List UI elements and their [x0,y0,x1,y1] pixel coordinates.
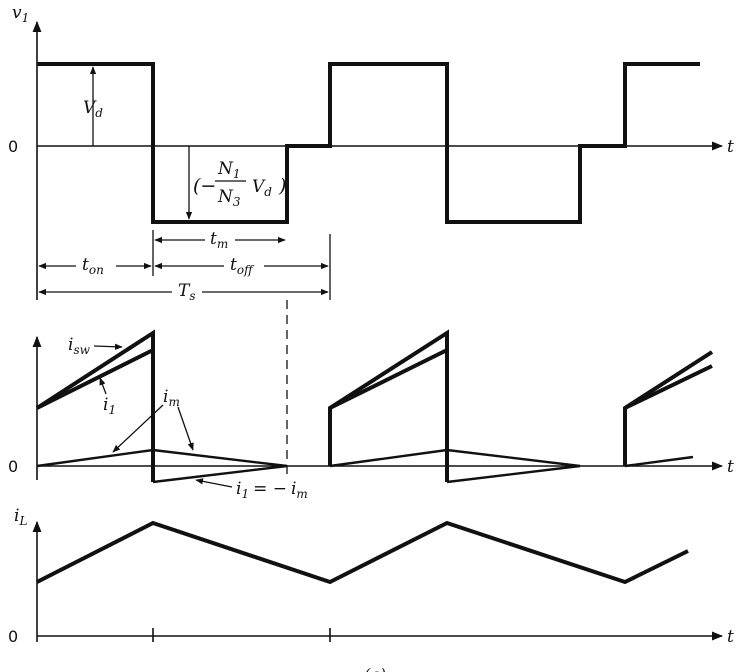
v1-zero-label: 0 [8,137,18,156]
vd-label: Vd [83,98,103,120]
i1-label: i1 [103,395,116,417]
toff-label: toff [230,255,255,277]
il-t-label: t [727,627,734,647]
current-panel: t 0 isw i1 im i1 = − im [8,329,734,501]
isw-pointer [93,343,123,350]
il-waveform [36,520,689,585]
v1-panel: v1 t 0 Vd (− N1 N3 Vd ) tm ton toff [8,3,734,303]
svg-text:): ) [278,175,286,197]
il-panel: iL t 0 [8,506,734,647]
im-pointer-left [112,404,164,453]
ton-label: ton [82,255,104,277]
tm-label: tm [210,229,228,251]
i1-neg-im-waveform [152,464,581,484]
i-t-label: t [727,457,734,477]
n3-label: N3 [217,187,241,209]
i1-neg-im-label: i1 = − im [236,479,308,501]
neg-voltage-label: (− N1 N3 Vd ) [193,159,286,209]
i-zero-label: 0 [8,457,18,476]
ton-label-bg [76,252,116,276]
svg-text:(−: (− [193,175,216,197]
i1-waveform [36,348,713,410]
figure-caption: (a) [364,665,386,672]
i1-neg-im-pointer [195,478,233,488]
toff-label-bg [224,252,264,276]
im-pointer-right [177,406,194,451]
ts-label: Ts [178,281,196,303]
i1-pointer [99,377,107,395]
n1-label: N1 [217,159,241,181]
ts-label-bg [172,278,202,302]
v1-axis-label: v1 [12,3,29,25]
il-zero-label: 0 [8,627,18,646]
im-label: im [163,387,180,409]
im-waveform [36,448,694,468]
isw-label: isw [68,335,91,357]
il-axis-label: iL [14,506,27,528]
v1-waveform [37,62,700,224]
v1-t-label: t [727,137,734,157]
tm-label-bg [205,228,235,250]
vd2-label: Vd [252,177,272,199]
